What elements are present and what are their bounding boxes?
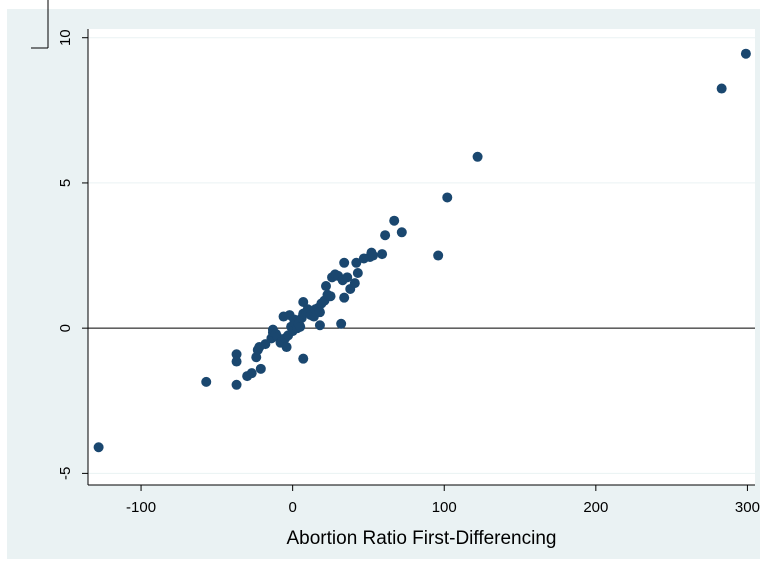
data-point — [740, 48, 751, 59]
data-point — [246, 368, 257, 379]
data-point — [380, 230, 391, 241]
y-tick-label: 10 — [57, 29, 74, 46]
data-point — [320, 281, 331, 292]
data-point — [349, 278, 360, 289]
data-point — [231, 356, 242, 367]
data-point — [352, 267, 363, 278]
y-tick-label: 0 — [57, 324, 74, 332]
x-tick-label: 0 — [288, 499, 296, 516]
data-point — [314, 307, 325, 318]
x-tick-label: 100 — [432, 499, 457, 516]
y-tick-label: -5 — [57, 467, 74, 480]
data-point — [339, 257, 350, 268]
data-point — [298, 297, 309, 308]
data-point — [367, 250, 378, 261]
data-point — [281, 342, 292, 353]
x-axis-title: Abortion Ratio First-Differencing — [287, 528, 557, 549]
data-point — [325, 291, 336, 302]
y-tick-label: 5 — [57, 179, 74, 187]
data-point — [442, 192, 453, 203]
data-point — [336, 318, 347, 329]
data-point — [231, 379, 242, 390]
data-point — [339, 292, 350, 303]
data-point — [255, 363, 266, 374]
x-tick-label: -100 — [126, 499, 156, 516]
data-points — [93, 48, 751, 453]
data-point — [433, 250, 444, 261]
data-point — [396, 227, 407, 238]
x-axis-ticks: -100 0 100 200 300 — [126, 485, 760, 516]
data-point — [295, 321, 306, 332]
plot-area — [88, 29, 755, 485]
x-tick-label: 200 — [583, 499, 608, 516]
data-point — [389, 215, 400, 226]
y-axis-ticks: -5 0 5 10 — [57, 29, 88, 480]
data-point — [377, 249, 388, 260]
data-point — [716, 83, 727, 94]
x-tick-label: 300 — [735, 499, 760, 516]
data-point — [472, 151, 483, 162]
data-point — [298, 353, 309, 364]
data-point — [231, 349, 242, 360]
data-point — [314, 320, 325, 331]
grid-lines — [88, 37, 755, 474]
data-point — [93, 442, 104, 453]
data-point — [342, 272, 353, 283]
axes — [87, 29, 755, 486]
data-point — [351, 257, 362, 268]
data-point — [201, 376, 212, 387]
